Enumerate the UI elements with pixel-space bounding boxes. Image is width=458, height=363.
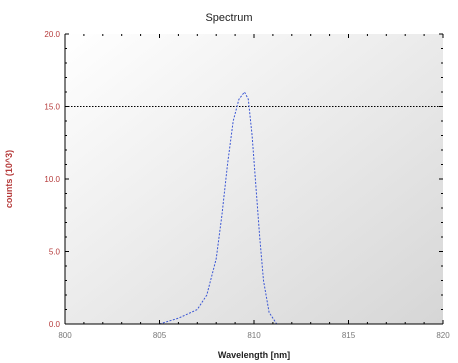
x-tick-label: 815	[342, 331, 356, 340]
x-tick-label: 800	[58, 331, 72, 340]
y-tick-label: 20.0	[44, 30, 60, 39]
y-tick-label: 10.0	[44, 175, 60, 184]
x-tick-label: 820	[436, 331, 450, 340]
x-tick-label: 810	[247, 331, 261, 340]
plot-area	[65, 34, 443, 324]
x-axis-ticks: 800 805 810 815 820	[58, 34, 450, 340]
y-tick-label: 15.0	[44, 103, 60, 112]
y-tick-label: 0.0	[49, 320, 61, 329]
x-tick-label: 805	[153, 331, 167, 340]
x-axis-label: Wavelength [nm]	[218, 350, 290, 360]
y-tick-label: 5.0	[49, 248, 61, 257]
y-axis-label: counts (10^3)	[4, 150, 14, 208]
chart-title: Spectrum	[205, 12, 252, 24]
